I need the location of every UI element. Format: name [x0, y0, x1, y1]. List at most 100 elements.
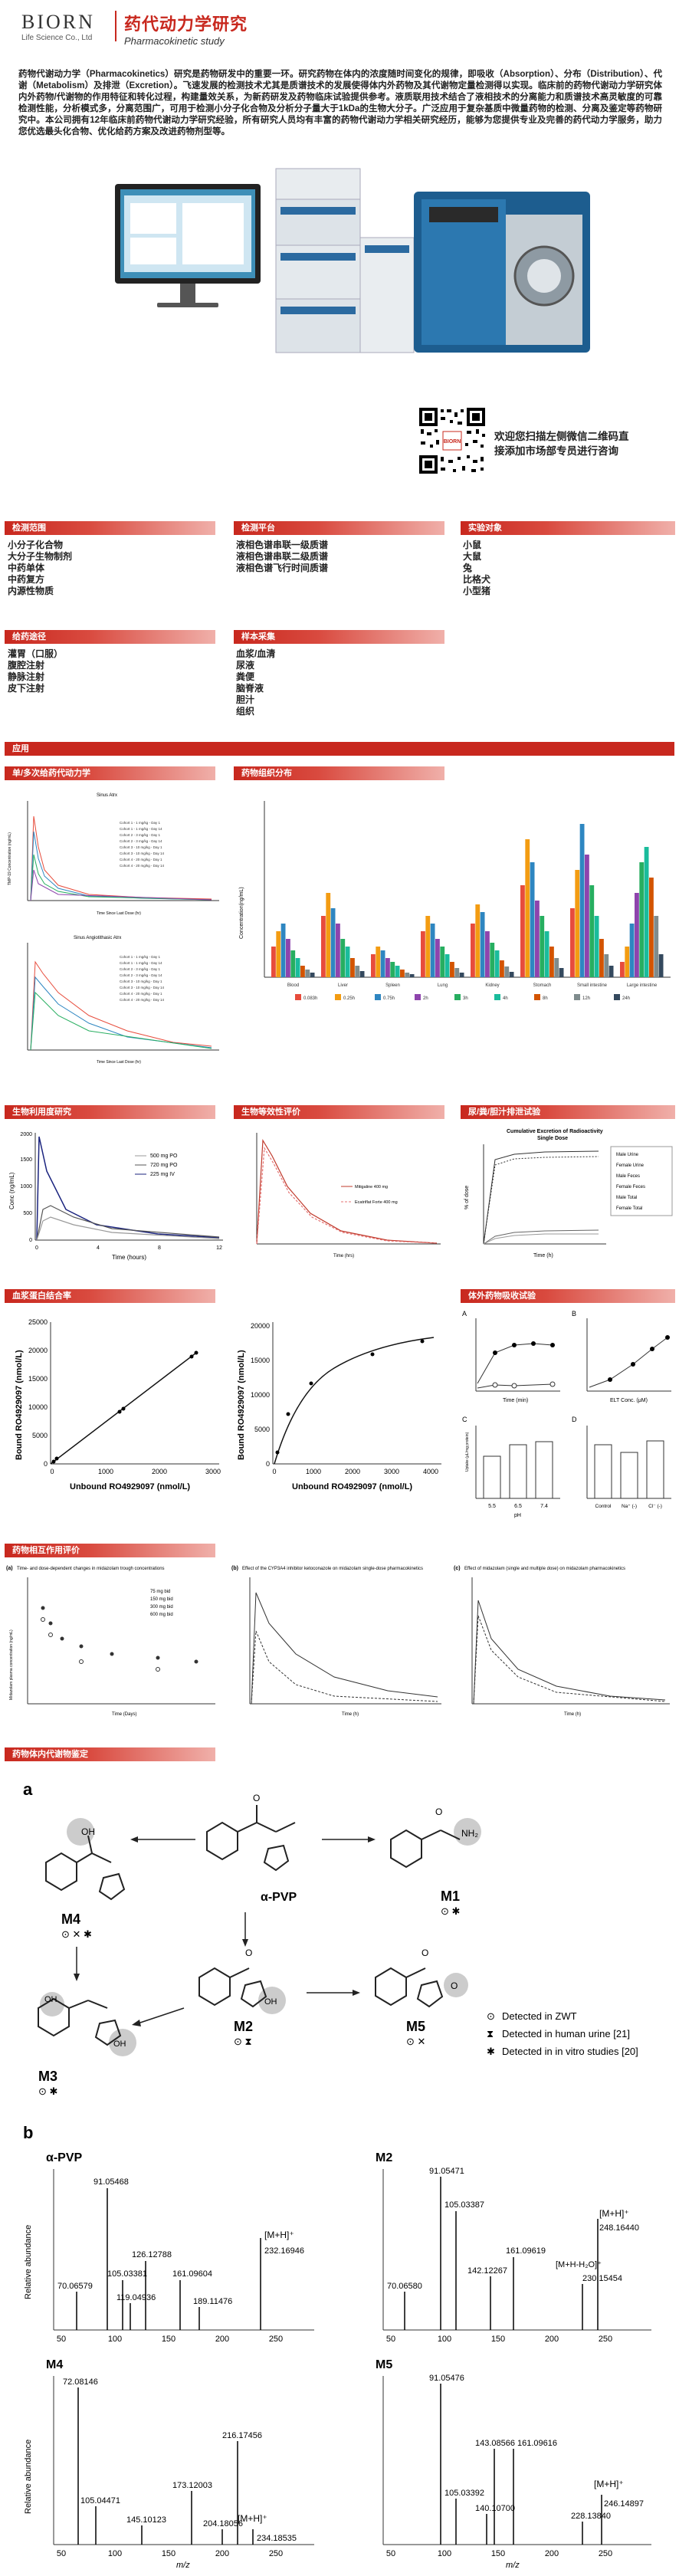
tissue-bar	[544, 931, 549, 977]
tissue-bar	[654, 916, 659, 977]
tissue-bar	[570, 908, 575, 977]
ppb-left-ylabel: Bound RO4929097 (nmol/L)	[15, 1350, 24, 1460]
legend-swatch	[494, 994, 500, 1000]
spectrum-title: α-PVP	[46, 2151, 83, 2164]
peak-label: 143.08566	[475, 2439, 515, 2448]
list-item: 静脉注射	[8, 671, 45, 682]
legend-entry: 3h	[463, 996, 468, 1001]
ddi-panel-a-title: Time- and dose-dependent changes in mida…	[17, 1567, 165, 1571]
list-item: 中药复方	[8, 574, 45, 585]
peak-label: 91.05471	[429, 2167, 464, 2176]
peak-label: 161.09604	[172, 2269, 212, 2279]
tissue-bar	[380, 950, 385, 977]
panel-label: D	[572, 1416, 577, 1423]
tissue-bar	[530, 862, 535, 977]
legend-entry: 600 mg bid	[150, 1613, 173, 1617]
xtick: Na⁺ (-)	[622, 1504, 637, 1509]
tissue-category-label: Spleen	[385, 983, 400, 988]
tissue-bar	[594, 916, 599, 977]
list-item: 组织	[236, 706, 255, 717]
absorb-header: 体外药物吸收试验	[461, 1289, 675, 1303]
legend-entry: Male Total	[616, 1196, 637, 1200]
tissue-bar	[440, 947, 445, 977]
svg-text:O: O	[435, 1806, 442, 1817]
svg-text:NH₂: NH₂	[461, 1828, 478, 1839]
detect-range-list: 小分子化合物 大分子生物制剂 中药单体 中药复方 内源性物质	[8, 540, 72, 597]
xtick: 50	[386, 2335, 395, 2344]
qr-caption: 欢迎您扫描左侧微信二维码直 接添加市场部专员进行咨询	[494, 429, 629, 458]
spectrum-ylabel: Relative abundance	[24, 2440, 33, 2514]
peak-label: 70.06580	[387, 2282, 422, 2291]
animals-list: 小鼠 大鼠 兔 比格犬 小型猪	[463, 540, 490, 597]
peak-label: 216.17456	[222, 2431, 262, 2440]
tissue-bar	[629, 924, 635, 977]
list-item: 大鼠	[463, 551, 482, 562]
list-item: 小分子化合物	[8, 540, 64, 550]
tissue-bar	[490, 943, 495, 977]
legend-entry: Ecatriflat Forte 400 mg	[355, 1200, 398, 1205]
tissue-bar	[579, 824, 585, 977]
legend-entry: Male Feces	[616, 1174, 640, 1179]
animals-header: 实验对象	[461, 521, 675, 535]
peak-label: 234.18535	[257, 2534, 297, 2543]
peak-label: 248.16440	[599, 2223, 639, 2233]
xtick: 6.5	[514, 1504, 522, 1509]
svg-text:✱: ✱	[487, 2046, 495, 2057]
ddi-ylabel: Midazolam plasma concentration (ng/mL)	[9, 1629, 14, 1700]
intro-paragraph: 药物代谢动力学（Pharmacokinetics）研究是药物研发中的重要一环。研…	[18, 70, 662, 136]
list-item: 液相色谱串联二级质谱	[236, 551, 329, 562]
peak-label: 126.12788	[132, 2250, 172, 2259]
tissue-chart: Concentration(ng/mL) Blood Liver Spleen Lun…	[234, 793, 674, 1008]
legend-swatch	[534, 994, 540, 1000]
excr-ylabel: % of dose	[464, 1186, 470, 1209]
compound-label: M4	[61, 1911, 80, 1927]
svg-text:⊙ ✕: ⊙ ✕	[406, 2036, 425, 2047]
tissue-bar	[376, 947, 381, 977]
absorb-charts: A Time (min) B ELT Conc. (μM) C 5.5 6.5 …	[461, 1307, 675, 1521]
ddi-b-xlabel: Time (h)	[342, 1712, 359, 1717]
tissue-bar	[276, 931, 281, 977]
xtick: 50	[57, 2335, 66, 2344]
tissue-bar	[509, 972, 514, 977]
header-divider	[115, 11, 116, 41]
spectrum-title: M2	[376, 2151, 392, 2164]
instrument-illustration	[84, 161, 605, 391]
ytick: 15000	[28, 1375, 48, 1383]
tissue-bar	[554, 958, 559, 977]
compound-label: α-PVP	[261, 1891, 297, 1904]
xtick: 100	[108, 2549, 122, 2558]
logo-text: BIORN	[21, 11, 95, 33]
xtick: 250	[269, 2549, 283, 2558]
legend-entry: Cohort 3 - 10 mg/kg - Day 14	[120, 986, 165, 989]
tissue-bar	[355, 966, 360, 977]
absorb-c-xlabel: pH	[514, 1513, 521, 1518]
list-item: 大分子生物制剂	[8, 551, 73, 562]
legend-entry: 720 mg PO	[150, 1163, 178, 1168]
tissue-bar	[345, 947, 350, 977]
list-item: 皮下注射	[8, 683, 45, 694]
xtick: 5.5	[488, 1504, 496, 1509]
panel-label: B	[572, 1310, 576, 1318]
legend-entry: Cohort 4 - 20 mg/kg - Day 14	[120, 864, 165, 868]
tissue-bar	[500, 960, 504, 977]
tissue-bar	[430, 924, 435, 977]
tissue-bar	[559, 968, 564, 977]
tissue-bar	[321, 916, 326, 977]
tissue-ylabel: Concentration(ng/mL)	[239, 887, 244, 939]
ppb-charts: Bound RO4929097 (nmol/L) Unbound RO49290…	[5, 1307, 449, 1498]
tissue-bar	[405, 973, 410, 977]
legend-entry: Cohort 4 - 20 mg/kg - Day 1	[120, 992, 162, 996]
xtick: 4000	[423, 1468, 438, 1475]
tissue-bar	[504, 966, 510, 977]
page-header: 药代动力学研究 Pharmacokinetic study	[124, 11, 248, 47]
legend-entry: Detected in human urine [21]	[502, 2028, 630, 2039]
tissue-bar	[644, 847, 649, 977]
wechat-qr-code[interactable]: BIORN	[418, 406, 487, 475]
legend-entry: Cohort 2 - 3 mg/kg - Day 14	[120, 973, 162, 977]
svg-text:O: O	[245, 1948, 252, 1958]
tissue-bar	[435, 939, 440, 977]
ppb-right-ylabel: Bound RO4929097 (nmol/L)	[237, 1350, 246, 1460]
tissue-bar	[371, 954, 376, 977]
xtick: 100	[438, 2549, 451, 2558]
svg-text:⊙: ⊙	[487, 2010, 495, 2022]
